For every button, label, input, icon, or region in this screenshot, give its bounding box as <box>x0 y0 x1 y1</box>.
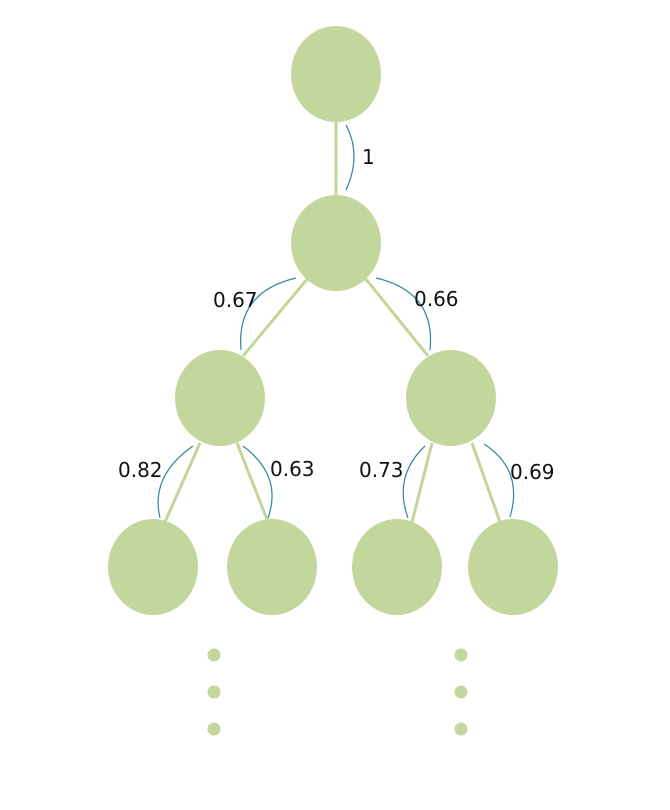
edge-weight-label: 0.73 <box>359 458 404 482</box>
edge-level1-to-left <box>241 277 310 357</box>
edge-left-to-leftleft <box>163 442 202 523</box>
level1-node <box>291 195 381 291</box>
level2-right-node <box>406 350 496 446</box>
leaf-node-4 <box>468 519 558 615</box>
edge-weight-label: 0.67 <box>213 288 258 312</box>
edge-level1-to-right <box>363 277 430 357</box>
arc-root-to-level1 <box>345 124 355 191</box>
edge-right-to-rightright <box>470 442 502 523</box>
ellipsis-dot <box>454 722 468 736</box>
edge-weight-label: 0.69 <box>510 460 555 484</box>
arc-left-right <box>242 445 273 519</box>
edge-right-to-rightleft <box>410 442 434 523</box>
ellipsis-dot <box>207 722 221 736</box>
leaf-node-1 <box>108 519 198 615</box>
edge-left-to-leftright <box>235 442 270 523</box>
edge-weight-label: 1 <box>362 145 375 169</box>
arc-level1-left <box>240 277 297 351</box>
ellipsis-dot <box>454 685 468 699</box>
ellipsis-dot <box>207 685 221 699</box>
arc-right-right <box>483 443 515 518</box>
arc-right-left <box>402 445 426 519</box>
edge-weight-label: 0.66 <box>414 287 459 311</box>
ellipsis-dot <box>207 648 221 662</box>
arc-level1-right <box>375 277 432 351</box>
leaf-node-2 <box>227 519 317 615</box>
leaf-node-3 <box>352 519 442 615</box>
level2-left-node <box>175 350 265 446</box>
arc-left-left <box>157 445 194 519</box>
edge-weight-label: 0.82 <box>118 458 163 482</box>
root-node <box>291 26 381 122</box>
ellipsis-dot <box>454 648 468 662</box>
edge-weight-label: 0.63 <box>270 457 315 481</box>
